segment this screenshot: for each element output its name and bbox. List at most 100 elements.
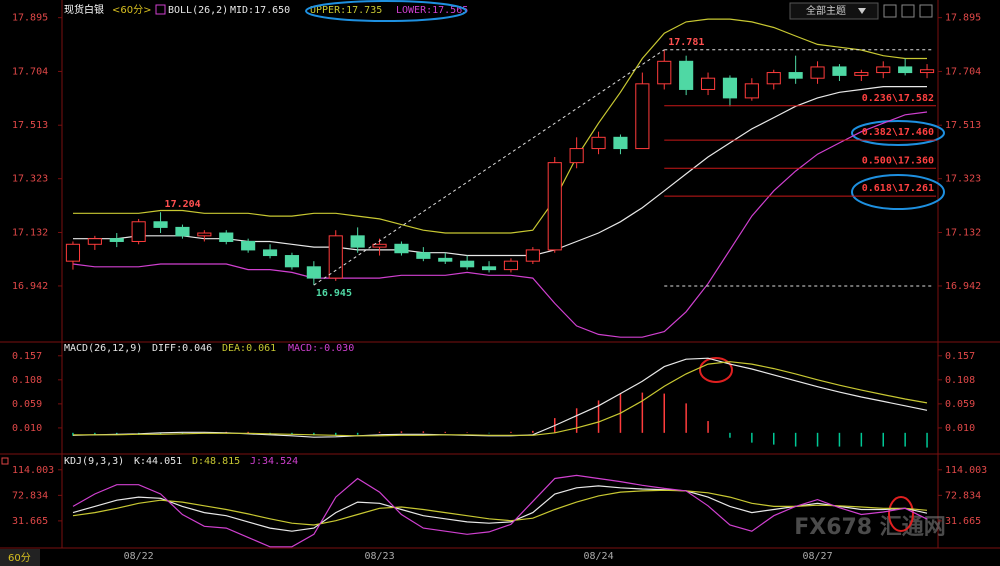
- panel-marker: [1, 457, 9, 465]
- candle-body: [854, 72, 869, 76]
- y-tick-label: 17.513: [12, 120, 48, 131]
- series-line: [73, 18, 927, 234]
- candle-body: [460, 260, 475, 268]
- legend-item: J:34.524: [250, 456, 298, 467]
- y-tick-label: 17.895: [945, 13, 981, 24]
- frame: [0, 0, 1000, 549]
- y-tick-label: 17.323: [945, 174, 981, 185]
- highlight-ellipse: [305, 0, 467, 22]
- y-tick-label: 0.059: [12, 399, 42, 410]
- indicator-title: KDJ(9,3,3): [64, 456, 124, 467]
- series-line: [72, 489, 928, 526]
- series-line: [72, 474, 928, 548]
- y-tick-label: 0.157: [12, 351, 42, 362]
- fib-label: 0.618\17.261: [862, 183, 934, 194]
- candle-body: [87, 238, 102, 245]
- legend-item: MID:17.650: [230, 5, 290, 16]
- candle-body: [131, 221, 146, 242]
- candle-body: [438, 257, 453, 262]
- watermark: FX678 汇通网: [794, 515, 946, 540]
- y-tick-label: 17.704: [12, 66, 48, 77]
- y-tick-label: 17.323: [12, 174, 48, 185]
- candle-body: [919, 69, 935, 74]
- candle-body: [766, 72, 781, 85]
- y-tick-label: 17.513: [945, 120, 981, 131]
- candle-body: [306, 266, 321, 279]
- fib-label: 0.500\17.360: [862, 155, 934, 166]
- y-tick-label: 0.010: [945, 423, 975, 434]
- candle-body: [700, 77, 716, 90]
- indicator-title: BOLL(26,2): [168, 5, 228, 16]
- indicator-title: MACD(26,12,9): [64, 343, 142, 354]
- candle-body: [547, 162, 562, 251]
- candle-body: [350, 235, 365, 248]
- candle-body: [241, 240, 256, 251]
- y-tick-label: 0.010: [12, 423, 42, 434]
- candle-body: [591, 136, 606, 150]
- candle-body: [65, 243, 81, 262]
- trend-line: [313, 49, 665, 286]
- candle-body: [153, 221, 168, 228]
- y-tick-label: 17.895: [12, 13, 48, 24]
- candle-body: [525, 249, 540, 262]
- instrument-title: 现货白银: [64, 3, 104, 16]
- y-tick-label: 17.132: [12, 227, 48, 238]
- legend-item: UPPER:17.735: [310, 5, 382, 16]
- y-tick-label: 0.108: [12, 375, 42, 386]
- candle-body: [503, 260, 519, 271]
- legend-item: DEA:0.061: [222, 343, 276, 354]
- candle-body: [175, 226, 190, 237]
- y-tick-label: 114.003: [945, 465, 987, 476]
- highlight-circle: [699, 357, 733, 383]
- series-line: [72, 485, 928, 532]
- candle-body: [679, 60, 694, 90]
- series-line: [73, 361, 928, 437]
- candle-body: [657, 60, 672, 85]
- y-tick-label: 0.108: [945, 375, 975, 386]
- candle-body: [284, 255, 300, 268]
- theme-button[interactable]: 全部主题: [789, 2, 933, 20]
- x-tick-label: 08/27: [802, 551, 832, 562]
- y-tick-label: 16.942: [945, 281, 981, 292]
- candle-body: [788, 72, 803, 79]
- candle-body: [481, 266, 497, 271]
- theme-button-label[interactable]: 全部主题: [806, 4, 846, 17]
- highlight-circle: [888, 496, 914, 532]
- candle-body: [569, 148, 584, 164]
- timeframe[interactable]: 60分: [8, 552, 31, 564]
- price-annotation: 17.781: [668, 37, 704, 48]
- fib-label: 0.236\17.582: [862, 93, 934, 104]
- legend-item: DIFF:0.046: [152, 343, 212, 354]
- legend-item: LOWER:17.565: [396, 5, 468, 16]
- legend-item: K:44.051: [134, 456, 182, 467]
- fib-label: 0.382\17.460: [862, 127, 934, 138]
- x-tick-label: 08/22: [124, 551, 154, 562]
- candle-body: [613, 136, 628, 150]
- price-annotation: 17.204: [165, 199, 201, 210]
- candle-body: [416, 252, 431, 259]
- series-line: [72, 357, 928, 438]
- candle-body: [876, 66, 891, 74]
- candle-body: [262, 249, 278, 257]
- candle-body: [810, 66, 825, 79]
- indicator-icon: [155, 4, 166, 15]
- y-tick-label: 72.834: [12, 490, 48, 501]
- candle-body: [372, 243, 387, 248]
- highlight-ellipse: [851, 120, 945, 146]
- candle-body: [898, 66, 913, 74]
- series-line: [73, 86, 927, 257]
- legend-item: D:48.815: [192, 456, 240, 467]
- candle-body: [394, 243, 409, 254]
- x-tick-label: 08/24: [583, 551, 613, 562]
- candle-body: [744, 83, 759, 99]
- y-tick-label: 0.157: [945, 351, 975, 362]
- y-tick-label: 0.059: [945, 399, 975, 410]
- y-tick-label: 114.003: [12, 465, 54, 476]
- y-tick-label: 72.834: [945, 490, 981, 501]
- y-tick-label: 16.942: [12, 281, 48, 292]
- legend-item: MACD:-0.030: [288, 343, 354, 354]
- period: <60分>: [112, 4, 151, 16]
- timeframe-box[interactable]: [0, 549, 40, 566]
